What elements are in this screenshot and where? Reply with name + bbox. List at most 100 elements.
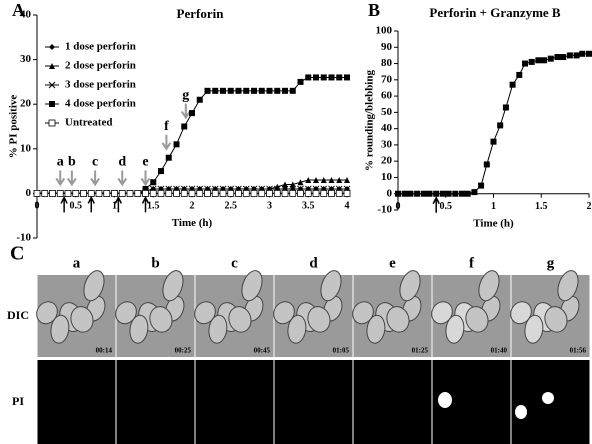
micrograph [352, 270, 432, 357]
micrograph [274, 360, 353, 444]
annotation-label: f [164, 119, 169, 134]
marker [134, 189, 142, 197]
marker [204, 189, 211, 197]
marker [282, 181, 288, 188]
marker [566, 52, 573, 59]
marker [158, 168, 164, 175]
cell [544, 306, 568, 333]
x-tick-label: 0.5 [440, 201, 453, 212]
annotation-arrow [180, 103, 191, 120]
marker [516, 71, 523, 78]
marker [111, 189, 118, 197]
marker [426, 190, 433, 197]
annotation-arrow [90, 170, 100, 187]
marker [297, 78, 304, 85]
dose-arrow [141, 195, 150, 213]
column-label: a [73, 255, 81, 271]
x-tick-label: 1 [112, 201, 117, 212]
timestamp: 01:05 [333, 347, 350, 355]
marker [344, 177, 350, 184]
marker [258, 189, 266, 197]
marker [149, 189, 157, 197]
marker [180, 189, 188, 197]
marker [320, 189, 328, 197]
pi-signal [542, 392, 554, 404]
marker [181, 123, 188, 130]
micrograph [116, 360, 195, 444]
image-bg [195, 360, 274, 444]
timestamp: 00:14 [96, 434, 113, 442]
marker [439, 190, 446, 197]
cell [445, 314, 465, 344]
y-tick-label: 70 [381, 73, 393, 85]
marker [297, 179, 304, 186]
marker [502, 104, 509, 111]
timestamp: 00:25 [175, 347, 192, 355]
annotation-arrow [140, 170, 151, 187]
y-tick-label: 10 [20, 142, 32, 154]
x-tick-label: 2 [190, 201, 195, 212]
micrograph [37, 360, 116, 444]
marker [305, 74, 312, 81]
column-label: c [231, 255, 238, 271]
column-label: f [469, 255, 475, 271]
column-label: b [151, 255, 159, 271]
marker [196, 189, 204, 197]
marker [95, 189, 103, 197]
marker [258, 87, 265, 94]
marker [328, 189, 335, 197]
marker [220, 87, 226, 94]
annotation-arrow [117, 170, 128, 187]
cell [70, 306, 94, 333]
y-tick-label: 60 [381, 90, 393, 102]
marker [313, 177, 319, 184]
marker [41, 189, 49, 197]
marker [297, 189, 304, 197]
micrograph [511, 360, 590, 444]
timestamp: 00:25 [175, 434, 192, 442]
timestamp: 01:40 [491, 347, 508, 355]
chart-title: Perforin + Granzyme B [429, 5, 561, 20]
marker [250, 189, 258, 197]
timestamp: 01:56 [570, 434, 587, 442]
y-tick-label: 0 [387, 187, 393, 199]
marker [235, 189, 242, 197]
series-line [37, 76, 347, 194]
marker [49, 44, 55, 50]
annotation-arrow [67, 170, 77, 187]
timestamp: 00:45 [254, 434, 271, 442]
marker [336, 74, 343, 81]
marker [212, 87, 219, 94]
series-line [398, 53, 589, 195]
marker [282, 87, 288, 94]
marker [304, 189, 312, 197]
marker [343, 189, 351, 197]
marker [48, 119, 56, 127]
image-bg [37, 360, 116, 444]
annotation-arrow [161, 134, 172, 151]
marker [142, 189, 149, 197]
y-tick-label: 100 [376, 25, 393, 37]
marker [211, 189, 219, 197]
marker [87, 189, 95, 197]
marker [573, 52, 580, 59]
x-tick-label: 3 [267, 201, 272, 212]
image-bg [116, 360, 195, 444]
marker [173, 141, 180, 148]
dose-arrow [60, 195, 68, 213]
timestamp: 00:45 [254, 347, 271, 355]
legend-label: 2 dose perforin [65, 60, 136, 72]
marker [554, 54, 561, 61]
marker [49, 189, 56, 197]
dose-arrow [87, 195, 95, 213]
marker [165, 154, 172, 161]
cell [241, 270, 263, 302]
cell [208, 314, 228, 344]
x-tick-label: 1 [491, 201, 496, 212]
marker [407, 190, 414, 197]
annotation-label: e [142, 155, 148, 170]
micrograph [195, 360, 274, 444]
row-label: PI [12, 394, 24, 408]
y-tick-label: 30 [20, 53, 32, 65]
